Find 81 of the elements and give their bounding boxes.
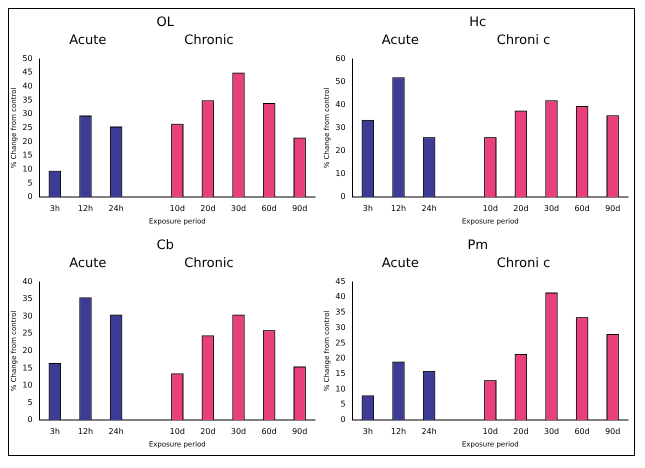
text: Chroni c — [496, 32, 550, 48]
y-tick-label: 20 — [22, 136, 33, 146]
y-tick-label: 45 — [22, 67, 33, 76]
text: Chronic — [184, 32, 234, 48]
y-tick-label: 5 — [340, 399, 346, 408]
y-tick-label: 0 — [340, 192, 346, 201]
y-tick-label: 45 — [335, 276, 346, 286]
x-tick-label: 90d — [292, 426, 308, 436]
y-tick-label: 0 — [340, 414, 346, 424]
text: Acute — [69, 32, 106, 48]
y-tick-label: 10 — [335, 168, 346, 178]
y-tick-label: 5 — [28, 178, 33, 187]
x-tick-label: 24h — [108, 426, 124, 436]
text: Acute — [69, 256, 106, 270]
y-tick-label: 0 — [28, 192, 33, 201]
x-tick-label: 12h — [78, 426, 94, 436]
y-tick-label: 20 — [22, 345, 33, 354]
x-tick-label: 30d — [231, 203, 246, 212]
x-tick-label: 60d — [574, 426, 590, 436]
y-tick-label: 35 — [335, 307, 346, 316]
x-tick-label: 10d — [170, 203, 186, 212]
x-tick-label: 60d — [262, 426, 277, 436]
y-tick-label: 10 — [22, 380, 33, 390]
x-tick-label: 10d — [482, 203, 498, 212]
y-tick-label: 0 — [28, 414, 33, 424]
y-tick-label: 15 — [22, 362, 33, 372]
text: Acute — [382, 256, 419, 270]
text: Chroni c — [496, 256, 550, 270]
chart-title: Pm — [466, 238, 489, 254]
x-tick-label: 24h — [108, 203, 124, 212]
x-tick-label: 60d — [574, 203, 590, 212]
y-tick-label: 10 — [335, 384, 346, 393]
x-tick-label: 10d — [170, 426, 186, 436]
text: Chronic — [184, 256, 234, 270]
y-tick-label: 15 — [335, 368, 346, 378]
x-tick-label: 12h — [390, 203, 406, 212]
x-tick-label: 12h — [390, 426, 406, 436]
x-tick-label: 30d — [231, 426, 246, 436]
y-tick-label: 30 — [22, 108, 33, 118]
chart-title: OL — [156, 14, 175, 32]
x-tick-label: 20d — [513, 203, 528, 212]
y-tick-label: 25 — [22, 328, 33, 338]
y-tick-label: 30 — [335, 122, 346, 132]
x-tick-label: 3h — [362, 203, 373, 212]
y-tick-label: 40 — [335, 99, 346, 108]
y-tick-label: 20 — [335, 146, 346, 155]
y-tick-label: 5 — [28, 397, 33, 406]
y-tick-label: 35 — [22, 94, 33, 104]
x-tick-label: 24h — [421, 203, 436, 212]
x-tick-label: 60d — [262, 203, 277, 212]
chart-title: Hc — [468, 14, 488, 32]
y-tick-label: 60 — [335, 53, 346, 62]
y-tick-label: 30 — [335, 322, 346, 332]
x-tick-label: 3h — [50, 426, 60, 436]
y-tick-label: 40 — [22, 276, 33, 286]
x-tick-label: 3h — [50, 203, 60, 212]
y-tick-label: 25 — [335, 338, 346, 347]
text: Acute — [382, 32, 419, 48]
y-tick-label: 50 — [22, 53, 33, 62]
y-tick-label: 50 — [335, 76, 346, 86]
x-tick-label: 30d — [544, 426, 559, 436]
x-tick-label: 20d — [200, 426, 216, 436]
chart-title: Cb — [156, 238, 175, 254]
x-tick-label: 20d — [200, 203, 216, 212]
y-tick-label: 10 — [22, 164, 33, 173]
x-tick-label: 90d — [604, 203, 620, 212]
x-tick-label: 90d — [292, 203, 308, 212]
y-tick-label: 35 — [22, 294, 33, 303]
y-tick-label: 15 — [22, 150, 33, 160]
x-tick-label: 90d — [604, 426, 620, 436]
y-tick-label: 20 — [335, 353, 346, 362]
x-tick-label: 3h — [362, 426, 373, 436]
y-tick-label: 40 — [22, 81, 33, 90]
x-tick-label: 12h — [78, 203, 94, 212]
x-tick-label: 10d — [482, 426, 498, 436]
x-tick-label: 24h — [421, 426, 436, 436]
x-tick-label: 20d — [513, 426, 528, 436]
x-tick-label: 30d — [544, 203, 559, 212]
y-tick-label: 40 — [335, 292, 346, 301]
y-tick-label: 30 — [22, 310, 33, 320]
y-tick-label: 25 — [22, 122, 33, 132]
